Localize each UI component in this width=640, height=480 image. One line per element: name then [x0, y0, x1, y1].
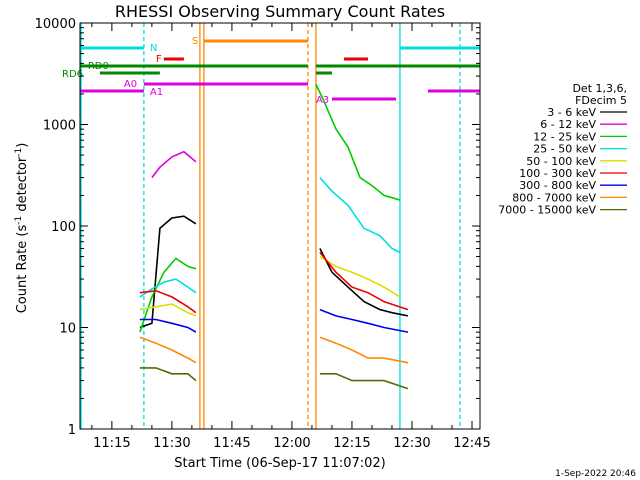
series-line-8	[139, 367, 197, 382]
annotation-bars: NF S RD0 RD6 A0 A1 A3	[62, 36, 480, 106]
footer-date: 1-Sep-2022 20:46	[555, 469, 636, 479]
legend-label-4: 50 - 100 keV	[526, 155, 596, 168]
y-tick-label: 10000	[35, 17, 76, 32]
flag-label-f: F	[156, 54, 162, 65]
series-line-2	[139, 257, 197, 333]
x-tick-label: 11:45	[213, 436, 250, 451]
y-axis-label: Count Rate (s-1 detector-1)	[14, 143, 30, 314]
y-tick-label: 10	[59, 322, 76, 337]
flag-label-rd0: RD0	[88, 61, 109, 72]
flag-label-n: N	[150, 43, 157, 54]
x-tick-label: 12:45	[453, 436, 490, 451]
y-tick-label: 1	[68, 423, 76, 438]
flag-label-a1: A1	[150, 87, 163, 98]
series-line-2	[315, 83, 401, 201]
legend-label-1: 6 - 12 keV	[540, 118, 596, 131]
x-tick-label: 12:15	[333, 436, 370, 451]
series-line-3	[139, 278, 197, 298]
series-line-4	[319, 255, 401, 298]
legend-header-2: FDecim 5	[575, 94, 627, 107]
legend-label-7: 800 - 7000 keV	[512, 191, 596, 204]
series-line-4	[139, 303, 197, 317]
series-line-7	[319, 336, 409, 364]
x-tick-label: 11:30	[153, 436, 190, 451]
flag-label-a3: A3	[316, 95, 329, 106]
y-tick-label: 1000	[43, 119, 76, 134]
x-axis-label: Start Time (06-Sep-17 11:07:02)	[174, 456, 385, 471]
series-line-8	[319, 372, 409, 390]
x-tick-label: 12:30	[393, 436, 430, 451]
flag-label-rd6: RD6	[62, 69, 83, 80]
legend-label-3: 25 - 50 keV	[533, 143, 596, 156]
flag-label-s: S	[192, 36, 198, 47]
flag-label-a0: A0	[124, 79, 137, 90]
legend-label-8: 7000 - 15000 keV	[498, 204, 596, 217]
series-line-6	[139, 318, 197, 333]
y-tick-label: 100	[51, 220, 76, 235]
series-line-7	[139, 336, 197, 364]
plot-area	[80, 23, 461, 429]
series-line-6	[319, 308, 409, 333]
series-line-5	[139, 289, 197, 314]
legend-label-0: 3 - 6 keV	[547, 106, 596, 119]
x-tick-label: 12:00	[273, 436, 310, 451]
legend-header-1: Det 1,3,6,	[572, 82, 627, 95]
series-line-0	[319, 248, 409, 317]
legend-label-2: 12 - 25 keV	[533, 130, 596, 143]
series-line-1	[151, 150, 197, 179]
x-tick-label: 11:15	[93, 436, 130, 451]
series-line-5	[319, 251, 409, 311]
axes: 1 10 100 1000 10000 11:15 11:30 11:45 12:00 12:15…	[35, 17, 491, 451]
legend-label-6: 300 - 800 keV	[519, 179, 596, 192]
legend-label-5: 100 - 300 keV	[519, 167, 596, 180]
chart-title: RHESSI Observing Summary Count Rates	[115, 2, 445, 21]
series-line-0	[139, 215, 197, 329]
series-line-3	[319, 177, 401, 254]
